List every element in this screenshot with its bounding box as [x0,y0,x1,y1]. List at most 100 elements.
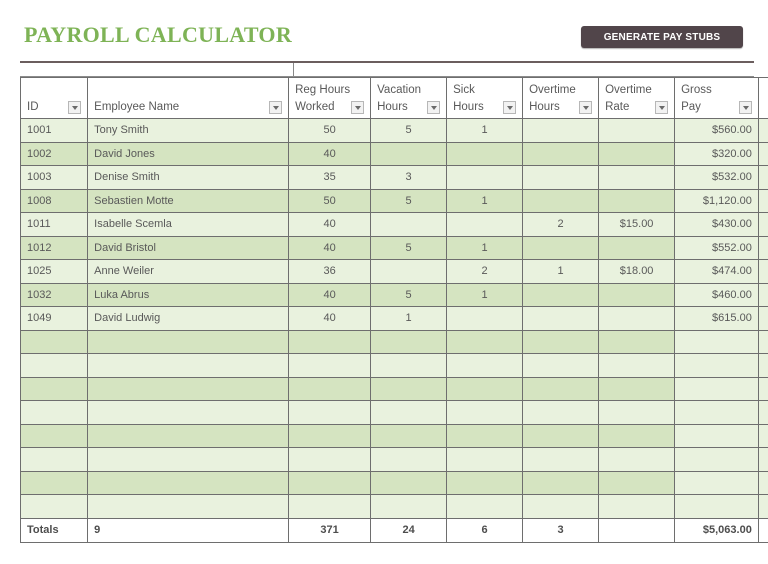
cell-id[interactable]: 1025 [19,259,89,284]
cell-otrate[interactable] [598,329,676,354]
cell-otrate[interactable] [598,141,676,166]
cell-ot[interactable] [522,353,600,378]
cell-sick[interactable] [446,306,524,331]
cell-sick[interactable] [446,353,524,378]
cell-vac[interactable] [370,447,448,472]
cell-reg[interactable] [288,353,372,378]
cell-reg[interactable]: 40 [288,212,372,237]
cell-name[interactable] [87,470,290,495]
cell-reg[interactable] [288,447,372,472]
cell-id[interactable] [19,353,89,378]
cell-name[interactable]: Tony Smith [87,118,290,143]
cell-sick[interactable]: 1 [446,118,524,143]
cell-name[interactable] [87,376,290,401]
cell-ot[interactable] [522,494,600,519]
cell-otrate[interactable] [598,306,676,331]
cell-vac[interactable] [370,423,448,448]
cell-gross[interactable]: $560.00 [674,118,759,143]
filter-dropdown-icon[interactable] [738,101,752,114]
cell-gross[interactable] [674,494,759,519]
cell-name[interactable]: David Bristol [87,235,290,260]
cell-otrate[interactable]: $15.00 [598,212,676,237]
cell-name[interactable]: Anne Weiler [87,259,290,284]
cell-gross[interactable] [674,423,759,448]
cell-id[interactable]: 1001 [19,118,89,143]
cell-name[interactable]: Sebastien Motte [87,188,290,213]
cell-otrate[interactable] [598,494,676,519]
cell-ot[interactable] [522,118,600,143]
cell-sick[interactable] [446,400,524,425]
filter-dropdown-icon[interactable] [427,101,441,114]
cell-gross[interactable]: $532.00 [674,165,759,190]
cell-ot[interactable] [522,400,600,425]
cell-vac[interactable] [370,141,448,166]
cell-id[interactable]: 1008 [19,188,89,213]
cell-gross[interactable] [674,447,759,472]
cell-reg[interactable]: 40 [288,141,372,166]
cell-vac[interactable]: 5 [370,235,448,260]
cell-otrate[interactable] [598,118,676,143]
cell-otrate[interactable] [598,282,676,307]
cell-name[interactable]: David Ludwig [87,306,290,331]
cell-name[interactable]: Luka Abrus [87,282,290,307]
cell-vac[interactable]: 3 [370,165,448,190]
cell-reg[interactable] [288,329,372,354]
cell-otrate[interactable] [598,400,676,425]
cell-vac[interactable] [370,329,448,354]
cell-gross[interactable]: $460.00 [674,282,759,307]
cell-vac[interactable]: 5 [370,188,448,213]
cell-otrate[interactable]: $18.00 [598,259,676,284]
cell-sick[interactable] [446,470,524,495]
cell-reg[interactable]: 35 [288,165,372,190]
cell-reg[interactable]: 40 [288,306,372,331]
cell-ot[interactable] [522,282,600,307]
cell-ot[interactable] [522,447,600,472]
cell-id[interactable] [19,423,89,448]
cell-otrate[interactable] [598,165,676,190]
cell-id[interactable] [19,494,89,519]
cell-gross[interactable] [674,329,759,354]
cell-ot[interactable]: 2 [522,212,600,237]
cell-id[interactable]: 1049 [19,306,89,331]
cell-vac[interactable] [370,259,448,284]
cell-id[interactable] [19,329,89,354]
cell-ot[interactable] [522,329,600,354]
cell-id[interactable]: 1011 [19,212,89,237]
filter-dropdown-icon[interactable] [269,101,283,114]
cell-reg[interactable] [288,494,372,519]
cell-sick[interactable] [446,329,524,354]
cell-ot[interactable] [522,470,600,495]
filter-dropdown-icon[interactable] [579,101,593,114]
cell-name[interactable]: Denise Smith [87,165,290,190]
cell-ot[interactable] [522,188,600,213]
cell-vac[interactable] [370,494,448,519]
cell-reg[interactable]: 50 [288,118,372,143]
cell-reg[interactable] [288,470,372,495]
cell-otrate[interactable] [598,235,676,260]
cell-sick[interactable] [446,447,524,472]
cell-sick[interactable] [446,141,524,166]
cell-reg[interactable]: 40 [288,282,372,307]
cell-otrate[interactable] [598,376,676,401]
cell-ot[interactable] [522,165,600,190]
cell-ot[interactable] [522,235,600,260]
cell-id[interactable] [19,447,89,472]
cell-ot[interactable] [522,376,600,401]
cell-id[interactable]: 1032 [19,282,89,307]
cell-vac[interactable] [370,470,448,495]
cell-id[interactable] [19,376,89,401]
cell-vac[interactable] [370,212,448,237]
cell-reg[interactable] [288,376,372,401]
cell-id[interactable]: 1003 [19,165,89,190]
cell-sick[interactable]: 1 [446,235,524,260]
cell-ot[interactable]: 1 [522,259,600,284]
cell-vac[interactable] [370,353,448,378]
cell-id[interactable] [19,470,89,495]
cell-gross[interactable] [674,353,759,378]
cell-vac[interactable]: 5 [370,118,448,143]
cell-reg[interactable]: 50 [288,188,372,213]
cell-vac[interactable] [370,400,448,425]
filter-dropdown-icon[interactable] [351,101,365,114]
generate-pay-stubs-button[interactable]: GENERATE PAY STUBS [581,26,743,48]
cell-gross[interactable]: $1,120.00 [674,188,759,213]
